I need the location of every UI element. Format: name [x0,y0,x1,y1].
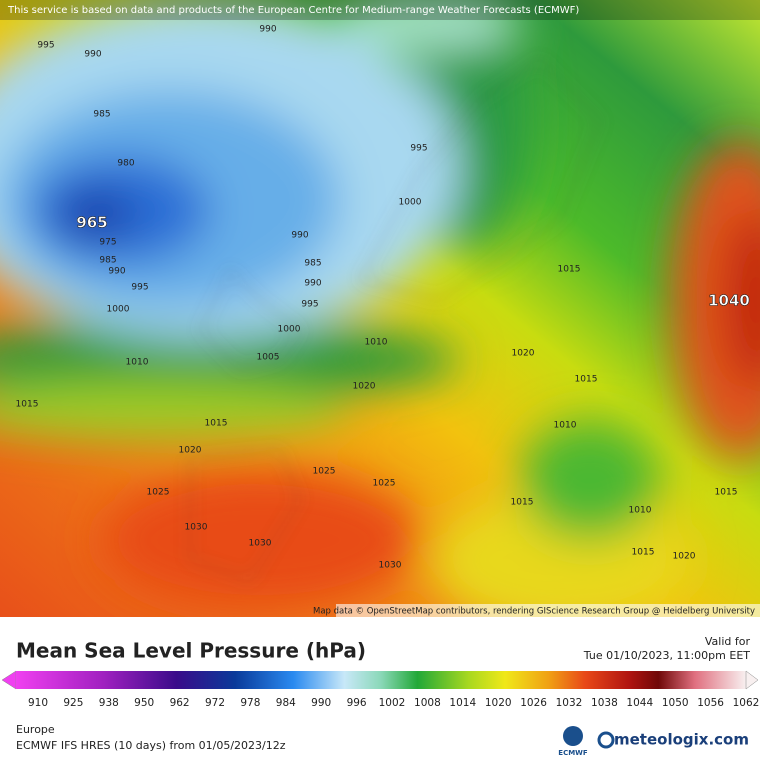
brand-icon [597,731,615,749]
isobar-label: 1010 [126,358,149,368]
isobar-label: 990 [259,25,276,35]
scale-tick-label: 984 [276,697,296,709]
scale-tick-label: 1008 [414,697,441,709]
isobar-label: 1025 [313,467,336,477]
isobar-label: 995 [410,144,427,154]
scale-tick-label: 1032 [556,697,583,709]
scale-tick-label: 962 [170,697,190,709]
scale-tick-label: 938 [99,697,119,709]
model-run: ECMWF IFS HRES (10 days) from 01/05/2023… [16,739,286,752]
isobar-label: 1015 [715,488,738,498]
isobar-label: 985 [99,256,116,266]
isobar-label: 1025 [373,479,396,489]
isobar-label: 1000 [278,325,301,335]
valid-time: Tue 01/10/2023, 11:00pm EET [583,649,750,662]
notice-bar [0,0,760,20]
scale-tick-label: 1020 [485,697,512,709]
scale-tick-label: 1056 [697,697,724,709]
attribution-bar [336,604,760,617]
isobar-label: 1010 [554,421,577,431]
scale-tick-label: 978 [240,697,260,709]
isobar-label: 1000 [399,198,422,208]
isobar-label: 995 [301,300,318,310]
isobar-label: 990 [84,50,101,60]
scale-tick-label: 972 [205,697,225,709]
scale-tick-label: 1044 [626,697,653,709]
scale-tick-label: 950 [134,697,154,709]
isobar-label: 990 [108,267,125,277]
pressure-map: 9959909909859809659759859909951000990985… [0,0,760,617]
isobar-label: 1005 [257,353,280,363]
isobar-label: 1020 [353,382,376,392]
isobar-label: 1000 [107,305,130,315]
isobar-label: 1015 [205,419,228,429]
isobar-label: 1015 [558,265,581,275]
field-shapes [0,0,760,617]
color-scale [16,671,746,689]
isobar-label: 1030 [249,539,272,549]
isobar-label: 1020 [673,552,696,562]
isobar-label: 1015 [16,400,39,410]
region: Europe [16,723,55,736]
scale-tick-label: 1050 [662,697,689,709]
isobar-label: 980 [117,159,134,169]
isobar-label: 985 [304,259,321,269]
coastlines [189,59,601,581]
isobar-label: 1010 [365,338,388,348]
scale-tick-label: 1014 [449,697,476,709]
isobar-label: 1015 [632,548,655,558]
isobar-label: 1040 [708,292,750,310]
isobar-label: 1015 [575,375,598,385]
scale-tick-label: 990 [311,697,331,709]
isobar-label: 995 [37,41,54,51]
brand: meteologix.com [614,731,749,749]
isobar-label: 990 [304,279,321,289]
scale-tick-label: 1038 [591,697,618,709]
isobar-label: 995 [131,283,148,293]
isobar-label: 1015 [511,498,534,508]
isobar-label: 975 [99,238,116,248]
scale-arrow-right [745,670,759,690]
legend-title: Mean Sea Level Pressure (hPa) [16,639,366,663]
scale-tick-label: 925 [63,697,83,709]
notice: This service is based on data and produc… [7,5,579,16]
legend: Mean Sea Level Pressure (hPa) Valid for … [1,635,760,757]
ecmwf-logo: ECMWF [558,749,588,757]
isobar-label: 1020 [179,446,202,456]
scale-arrow-left [1,670,17,690]
ecmwf-logo-mark [563,726,583,746]
isobar-label: 1010 [629,506,652,516]
isobar-label: 965 [76,214,107,232]
isobar-label: 1030 [185,523,208,533]
isobar-label: 1030 [379,561,402,571]
scale-tick-label: 1026 [520,697,547,709]
scale-tick-label: 910 [28,697,48,709]
attribution: Map data © OpenStreetMap contributors, r… [313,607,755,617]
isobar-label: 1020 [512,349,535,359]
isobar-label: 1025 [147,488,170,498]
scale-tick-label: 1062 [733,697,760,709]
scale-tick-label: 996 [347,697,367,709]
isobar-label: 990 [291,231,308,241]
scale-tick-label: 1002 [379,697,406,709]
isobar-label: 985 [93,110,110,120]
valid-label: Valid for [705,635,751,648]
